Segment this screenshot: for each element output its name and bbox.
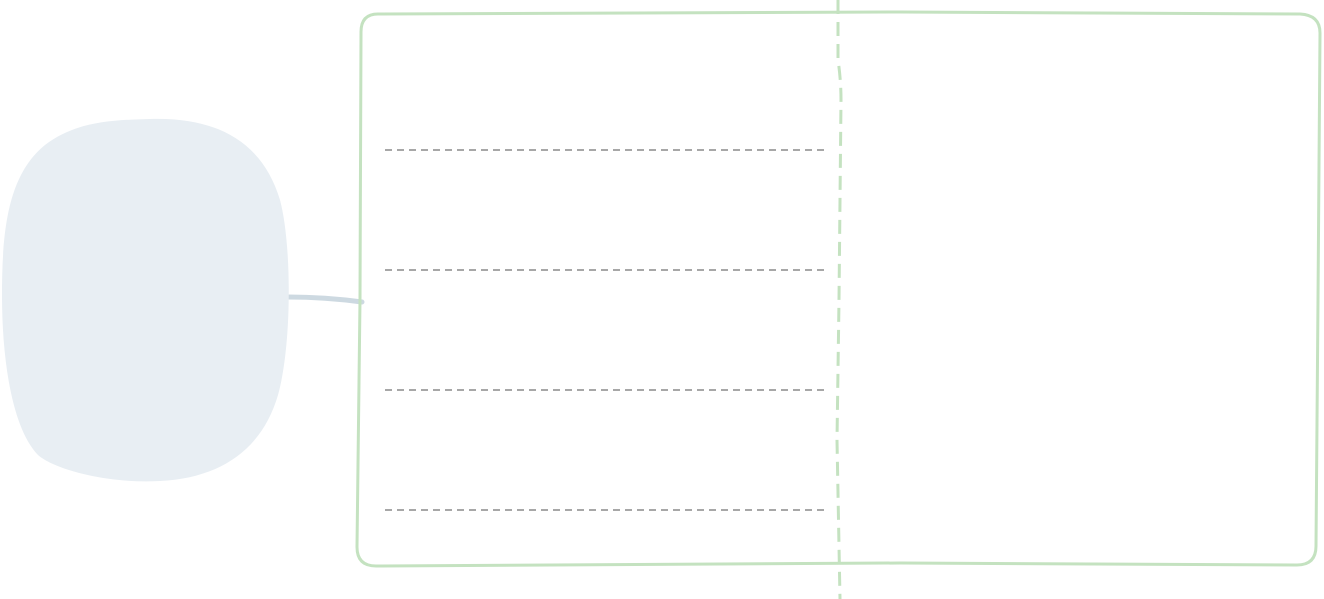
frame-border bbox=[355, 10, 1322, 568]
right-panel-area[interactable] bbox=[845, 20, 1313, 560]
left-panel-rules bbox=[385, 149, 826, 511]
connector-line bbox=[285, 294, 365, 305]
blob-node[interactable] bbox=[2, 118, 289, 482]
panel-divider bbox=[835, 0, 843, 599]
